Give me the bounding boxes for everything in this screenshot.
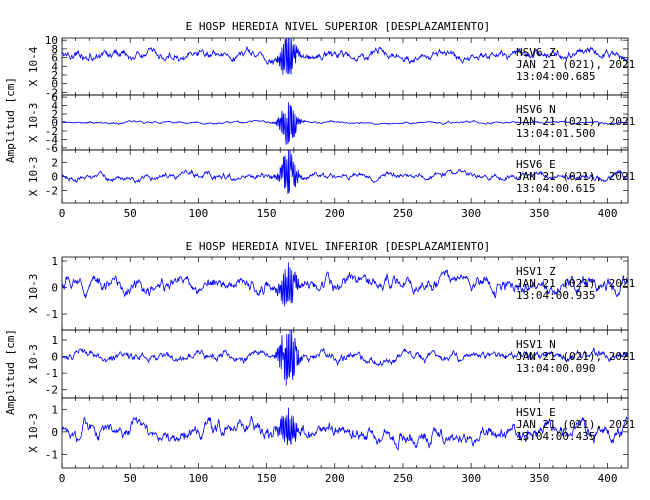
waveform-line xyxy=(61,149,629,194)
x-tick-label: 350 xyxy=(529,207,549,220)
y-tick-label: -2 xyxy=(45,184,58,197)
trace-annotation: HSV1 E xyxy=(516,406,556,419)
scale-label: X 10-3 xyxy=(27,103,40,143)
y-tick-label: 2 xyxy=(51,108,58,121)
y-tick-label: 0 xyxy=(51,351,58,364)
scale-label: X 10-4 xyxy=(27,46,40,86)
y-tick-label: -1 xyxy=(45,308,58,321)
y-tick-label: -1 xyxy=(45,448,58,461)
trace-annotation: HSV1 Z xyxy=(516,265,556,278)
trace-annotation: HSV6 E xyxy=(516,158,556,171)
waveform-line xyxy=(61,262,629,307)
x-tick-label: 50 xyxy=(124,472,137,485)
trace-annotation: 13:04:01.500 xyxy=(516,127,595,140)
waveform-line xyxy=(61,407,628,452)
trace-annotation: HSV6 N xyxy=(516,103,556,116)
y-tick-label: 6 xyxy=(51,52,58,65)
x-tick-label: 300 xyxy=(461,472,481,485)
y-tick-label: -4 xyxy=(45,133,59,146)
y-tick-label: -2 xyxy=(45,86,58,99)
x-tick-label: 400 xyxy=(598,472,618,485)
ylabel-superior: Amplitud [cm] xyxy=(4,77,17,163)
trace-annotation: JAN 21 (021), 2021 xyxy=(516,58,635,71)
trace-frame xyxy=(61,397,629,469)
y-tick-label: 0 xyxy=(51,426,58,439)
y-tick-label: -2 xyxy=(45,384,58,397)
y-tick-label: 0 xyxy=(51,171,58,184)
y-tick-label: 2 xyxy=(51,69,58,82)
x-tick-label: 200 xyxy=(325,207,345,220)
y-tick-label: 4 xyxy=(51,60,58,73)
y-tick-label: -2 xyxy=(45,125,58,138)
y-tick-label: 1 xyxy=(51,403,58,416)
x-tick-label: 150 xyxy=(257,207,277,220)
x-tick-label: 150 xyxy=(257,472,277,485)
trace-annotation: HSV1 N xyxy=(516,338,556,351)
y-tick-label: 1 xyxy=(51,334,58,347)
scale-label: X 10-3 xyxy=(27,274,40,314)
x-tick-label: 250 xyxy=(393,207,413,220)
y-tick-label: 1 xyxy=(51,255,58,268)
trace-annotation: 13:04:00.090 xyxy=(516,362,595,375)
y-tick-label: 8 xyxy=(51,43,58,56)
y-tick-label: 0 xyxy=(51,78,58,91)
waveform-line xyxy=(61,37,629,75)
x-tick-label: 0 xyxy=(59,207,66,220)
trace-annotation: 13:04:00.435 xyxy=(516,430,595,443)
trace-annotation: JAN 21 (021), 2021 xyxy=(516,170,635,183)
waveform-line xyxy=(61,102,628,145)
section-title-inferior: E HOSP HEREDIA NIVEL INFERIOR [DESPLAZAM… xyxy=(186,240,491,253)
trace-annotation: JAN 21 (021), 2021 xyxy=(516,418,635,431)
ylabel-inferior: Amplitud [cm] xyxy=(4,329,17,415)
trace-annotation: 13:04:00.615 xyxy=(516,182,595,195)
scale-label: X 10-3 xyxy=(27,344,40,384)
x-tick-label: 100 xyxy=(188,472,208,485)
y-tick-label: 4 xyxy=(51,100,58,113)
x-tick-label: 400 xyxy=(598,207,618,220)
y-tick-label: 6 xyxy=(51,91,58,104)
y-tick-label: -1 xyxy=(45,367,58,380)
x-tick-label: 50 xyxy=(124,207,137,220)
y-tick-label: -6 xyxy=(45,142,58,155)
section-title-superior: E HOSP HEREDIA NIVEL SUPERIOR [DESPLAZAM… xyxy=(186,20,491,33)
trace-annotation: JAN 21 (021), 2021 xyxy=(516,115,635,128)
trace-annotation: 13:04:00.935 xyxy=(516,289,595,302)
y-tick-label: 10 xyxy=(45,34,58,47)
trace-annotation: JAN 21 (021), 2021 xyxy=(516,350,635,363)
scale-label: X 10-3 xyxy=(27,413,40,453)
trace-annotation: JAN 21 (021), 2021 xyxy=(516,277,635,290)
scale-label: X 10-3 xyxy=(27,157,40,197)
x-tick-label: 200 xyxy=(325,472,345,485)
y-tick-label: 0 xyxy=(51,282,58,295)
waveform-line xyxy=(61,329,629,386)
trace-annotation: 13:04:00.685 xyxy=(516,70,595,83)
y-tick-label: 0 xyxy=(51,117,58,130)
x-tick-label: 300 xyxy=(461,207,481,220)
x-tick-label: 100 xyxy=(188,207,208,220)
x-tick-label: 0 xyxy=(59,472,66,485)
trace-annotation: HSV6 Z xyxy=(516,46,556,59)
y-tick-label: 2 xyxy=(51,157,58,170)
x-tick-label: 250 xyxy=(393,472,413,485)
x-tick-label: 350 xyxy=(529,472,549,485)
